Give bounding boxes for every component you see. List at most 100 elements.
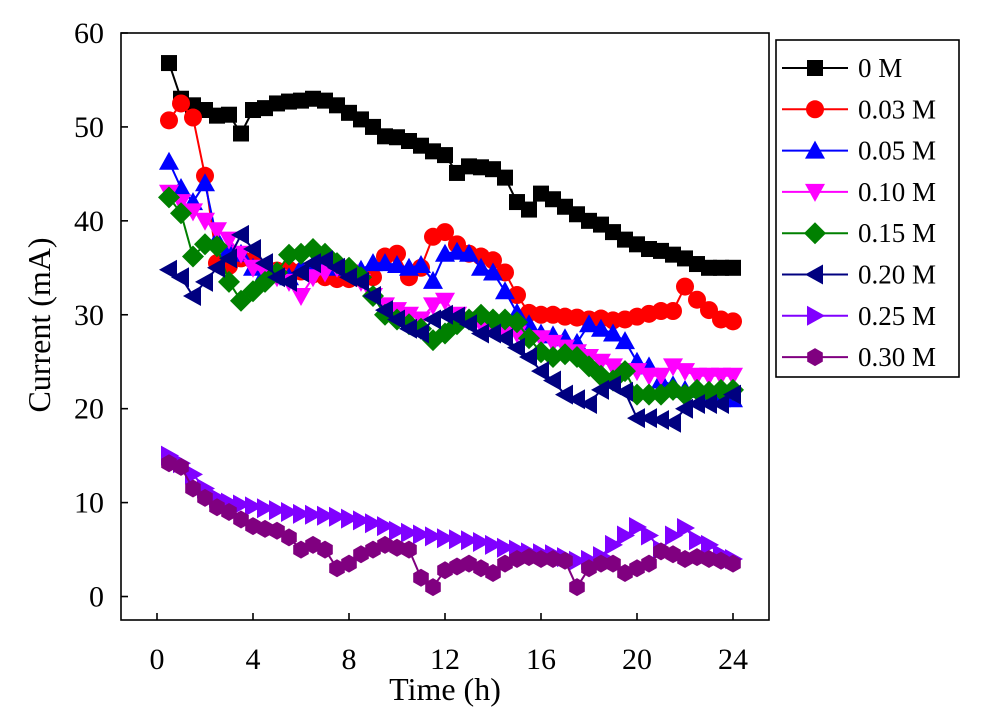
data-point bbox=[507, 337, 525, 358]
data-point bbox=[723, 384, 741, 405]
data-point bbox=[183, 286, 201, 306]
data-point bbox=[353, 510, 371, 531]
legend-label: 0.15 M bbox=[858, 218, 936, 248]
data-point bbox=[473, 532, 491, 552]
data-point bbox=[375, 253, 395, 272]
data-point bbox=[701, 534, 719, 555]
data-point bbox=[233, 510, 249, 529]
data-point bbox=[545, 550, 561, 568]
data-point bbox=[173, 457, 189, 476]
legend-label: 0.03 M bbox=[858, 94, 936, 124]
data-point bbox=[651, 410, 669, 430]
data-point bbox=[413, 524, 431, 545]
data-point bbox=[293, 540, 309, 559]
data-point bbox=[291, 262, 309, 283]
data-point bbox=[615, 381, 633, 402]
data-point bbox=[579, 394, 597, 414]
data-point bbox=[281, 528, 297, 547]
data-point bbox=[569, 578, 585, 597]
data-point bbox=[207, 257, 225, 278]
data-point bbox=[425, 578, 441, 597]
y-tick-label: 40 bbox=[74, 205, 104, 238]
legend-item: 0.03 M bbox=[782, 94, 936, 124]
data-point bbox=[581, 559, 597, 578]
data-point bbox=[293, 503, 311, 524]
data-point bbox=[593, 554, 609, 573]
data-point bbox=[689, 548, 705, 567]
legend-item: 0.15 M bbox=[782, 218, 936, 248]
data-point bbox=[159, 151, 179, 170]
data-point bbox=[543, 334, 563, 353]
data-point bbox=[676, 277, 694, 296]
data-point bbox=[629, 517, 647, 537]
data-point bbox=[269, 521, 285, 540]
legend-marker bbox=[807, 348, 823, 367]
legend-box bbox=[775, 39, 960, 378]
data-point bbox=[629, 559, 645, 578]
data-point bbox=[615, 331, 635, 350]
data-point bbox=[617, 564, 633, 582]
data-point bbox=[605, 534, 623, 555]
data-point bbox=[437, 561, 453, 580]
data-point bbox=[161, 454, 177, 473]
data-point bbox=[387, 255, 407, 273]
legend-marker bbox=[806, 100, 824, 119]
data-point bbox=[435, 292, 455, 311]
data-point bbox=[461, 554, 477, 573]
data-point bbox=[459, 314, 477, 335]
data-point bbox=[389, 538, 405, 557]
series-0-25-M bbox=[161, 445, 743, 571]
y-tick-label: 30 bbox=[74, 299, 104, 332]
data-point bbox=[159, 259, 177, 280]
data-point bbox=[473, 559, 489, 578]
data-point bbox=[638, 383, 660, 406]
data-point bbox=[341, 554, 357, 573]
legend-item: 0.30 M bbox=[782, 342, 936, 372]
data-point bbox=[579, 314, 599, 333]
data-point bbox=[519, 347, 537, 367]
data-point bbox=[363, 286, 381, 306]
data-point bbox=[687, 394, 705, 414]
data-point bbox=[641, 525, 659, 546]
data-point bbox=[569, 550, 587, 571]
data-point bbox=[317, 505, 335, 526]
data-point bbox=[185, 479, 201, 498]
data-point bbox=[327, 257, 345, 278]
data-point bbox=[689, 530, 707, 551]
legend-label: 0.05 M bbox=[858, 136, 936, 166]
data-point bbox=[413, 568, 429, 587]
data-point bbox=[245, 496, 263, 517]
data-point bbox=[711, 394, 729, 414]
x-tick-label: 8 bbox=[342, 643, 357, 676]
data-point bbox=[375, 300, 393, 321]
data-point bbox=[688, 290, 706, 309]
x-tick-label: 0 bbox=[150, 643, 165, 676]
data-point bbox=[171, 267, 189, 288]
y-tick-label: 60 bbox=[74, 17, 104, 50]
data-point bbox=[401, 522, 419, 543]
data-point bbox=[723, 367, 743, 386]
data-point bbox=[171, 178, 191, 196]
data-point bbox=[497, 537, 515, 558]
data-point bbox=[435, 304, 453, 325]
data-point bbox=[281, 502, 299, 522]
data-point bbox=[387, 309, 405, 330]
data-point bbox=[303, 253, 321, 274]
data-point bbox=[269, 500, 287, 521]
y-tick-label: 10 bbox=[74, 487, 104, 520]
data-point bbox=[617, 525, 635, 546]
data-point bbox=[664, 302, 682, 321]
legend: 0 M 0.03 M 0.05 M 0.10 M 0.15 M 0.20 M 0.25 M 0… bbox=[775, 39, 960, 378]
x-tick-label: 24 bbox=[718, 643, 748, 676]
data-point bbox=[675, 363, 695, 382]
series-0-10-M bbox=[159, 184, 743, 386]
legend-item: 0.10 M bbox=[782, 177, 936, 207]
data-point bbox=[521, 548, 537, 567]
y-tick-label: 50 bbox=[74, 111, 104, 144]
data-point bbox=[495, 281, 515, 300]
legend-marker bbox=[805, 140, 825, 159]
legend-item: 0.25 M bbox=[782, 301, 936, 331]
x-tick-label: 20 bbox=[622, 643, 652, 676]
data-point bbox=[543, 370, 561, 391]
